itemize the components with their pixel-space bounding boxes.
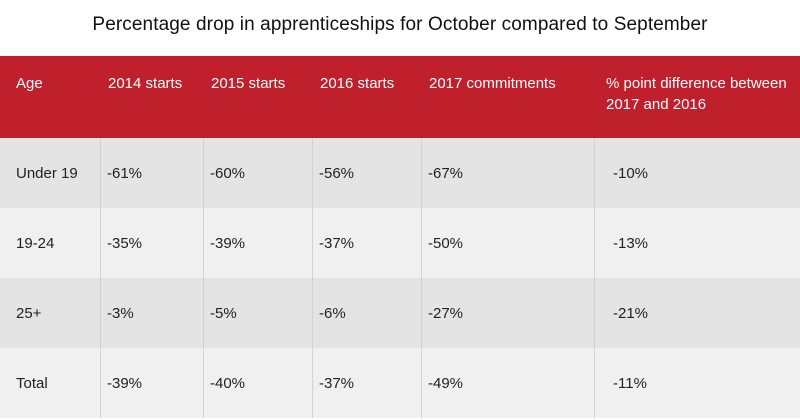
value-cell: -50% xyxy=(421,208,594,278)
apprenticeship-table: Age 2014 starts 2015 starts 2016 starts … xyxy=(0,56,800,420)
header-point-difference: % point difference between 2017 and 2016 xyxy=(606,75,787,113)
value-cell: -39% xyxy=(100,348,203,418)
difference-cell: -21% xyxy=(594,278,800,348)
difference-cell: -10% xyxy=(594,138,800,208)
value-cell: -60% xyxy=(203,138,312,208)
age-cell: 25+ xyxy=(16,304,42,322)
value-cell: -49% xyxy=(421,348,594,418)
header-age: Age xyxy=(16,75,43,92)
table-header-row: Age 2014 starts 2015 starts 2016 starts … xyxy=(0,56,800,138)
difference-cell: -13% xyxy=(594,208,800,278)
value-cell: -56% xyxy=(312,138,421,208)
table-row: Total -39% -40% -37% -49% -11% xyxy=(0,348,800,418)
age-cell: Under 19 xyxy=(16,164,78,182)
value-cell: -37% xyxy=(312,208,421,278)
table-title: Percentage drop in apprenticeships for O… xyxy=(92,14,708,35)
table-row: 19-24 -35% -39% -37% -50% -13% xyxy=(0,208,800,278)
value-cell: -39% xyxy=(203,208,312,278)
value-cell: -27% xyxy=(421,278,594,348)
value-cell: -67% xyxy=(421,138,594,208)
header-2016-starts: 2016 starts xyxy=(320,75,395,92)
value-cell: -35% xyxy=(100,208,203,278)
header-2014-starts: 2014 starts xyxy=(108,75,183,92)
value-cell: -3% xyxy=(100,278,203,348)
value-cell: -6% xyxy=(312,278,421,348)
difference-cell: -11% xyxy=(594,348,800,418)
table-row: 25+ -3% -5% -6% -27% -21% xyxy=(0,278,800,348)
header-2017-commitments: 2017 commitments xyxy=(429,75,556,92)
value-cell: -5% xyxy=(203,278,312,348)
header-2015-starts: 2015 starts xyxy=(211,75,286,92)
age-cell: 19-24 xyxy=(16,234,55,252)
age-cell: Total xyxy=(16,374,48,392)
value-cell: -61% xyxy=(100,138,203,208)
table-row: Under 19 -61% -60% -56% -67% -10% xyxy=(0,138,800,208)
value-cell: -40% xyxy=(203,348,312,418)
value-cell: -37% xyxy=(312,348,421,418)
